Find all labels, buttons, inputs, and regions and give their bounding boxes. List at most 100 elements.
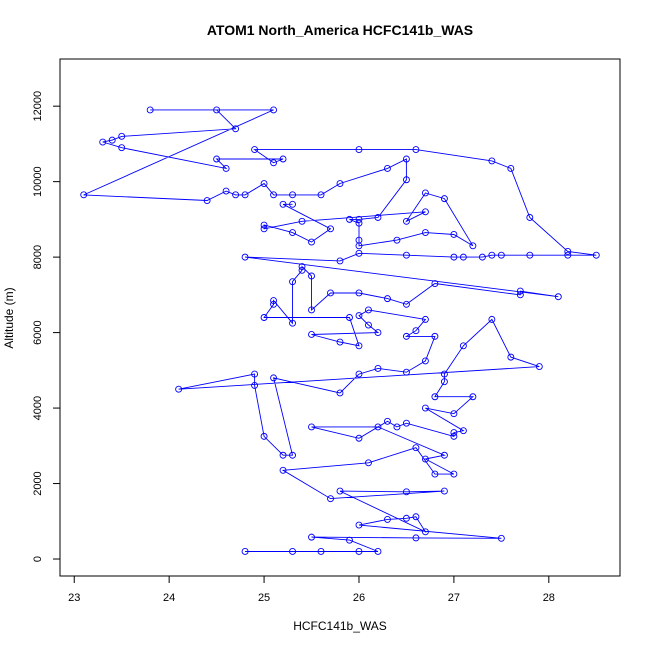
data-point — [402, 155, 410, 163]
data-point — [355, 342, 363, 350]
data-point — [402, 176, 410, 184]
data-point — [270, 374, 278, 382]
y-tick-label: 6000 — [32, 320, 44, 344]
data-point — [374, 329, 382, 337]
y-tick-label: 10000 — [32, 166, 44, 197]
data-point — [99, 138, 107, 146]
data-point — [336, 257, 344, 265]
data-point — [488, 251, 496, 259]
data-point — [384, 417, 391, 425]
data-point — [222, 187, 230, 195]
data-point — [298, 266, 306, 274]
data-point — [402, 368, 410, 376]
data-point — [412, 146, 420, 154]
data-point — [222, 164, 230, 172]
data-point — [298, 263, 306, 271]
data-point — [336, 180, 344, 187]
x-tick-label: 28 — [543, 592, 555, 604]
data-point — [440, 195, 448, 203]
data-point — [374, 423, 382, 431]
data-point — [80, 191, 88, 199]
y-tick-label: 12000 — [32, 91, 44, 122]
data-point — [270, 106, 278, 114]
data-point — [402, 300, 410, 308]
data-point — [251, 146, 259, 154]
x-tick-label: 25 — [258, 592, 270, 604]
data-point — [402, 419, 410, 427]
data-point — [431, 393, 439, 401]
x-axis-label: HCFC141b_WAS — [293, 619, 387, 633]
data-point — [270, 300, 278, 308]
data-point — [355, 312, 363, 320]
data-point — [270, 159, 278, 167]
data-point — [526, 251, 534, 259]
y-axis: 0 2000 4000 6000 8000 10000 12000 — [32, 91, 61, 562]
data-point — [270, 191, 278, 199]
data-point — [355, 146, 363, 154]
data-point — [355, 242, 363, 250]
data-point — [459, 427, 467, 435]
data-point — [421, 404, 429, 412]
data-point — [421, 208, 429, 216]
data-point — [232, 191, 240, 199]
data-point — [308, 331, 315, 338]
data-point — [564, 248, 572, 255]
data-point — [592, 251, 600, 259]
data-point — [270, 297, 278, 304]
data-point — [175, 385, 183, 393]
data-point — [289, 319, 296, 327]
data-point — [374, 214, 382, 221]
data-point — [421, 357, 429, 365]
data-point — [526, 214, 534, 221]
data-point — [346, 215, 353, 223]
data-point — [308, 272, 315, 280]
data-point — [440, 451, 448, 459]
data-point — [336, 338, 344, 346]
data-point — [317, 191, 325, 199]
data-point — [308, 306, 315, 314]
series-line — [83, 109, 597, 552]
data-point — [421, 528, 429, 536]
data-point — [308, 423, 315, 431]
data-point — [118, 132, 126, 140]
data-point — [450, 429, 458, 437]
data-point — [241, 548, 249, 555]
data-point — [355, 548, 363, 555]
data-point — [327, 495, 334, 503]
data-point — [393, 236, 401, 244]
data-point — [431, 280, 439, 287]
data-point — [232, 125, 240, 133]
data-point — [108, 136, 116, 144]
data-point — [431, 332, 439, 340]
data-point — [402, 514, 410, 522]
data-point — [327, 225, 334, 233]
data-point — [535, 363, 543, 371]
data-point — [213, 106, 221, 114]
data-point — [346, 314, 353, 321]
data-point — [412, 534, 420, 542]
data-point — [412, 513, 420, 521]
data-point — [289, 278, 296, 286]
data-point — [421, 229, 429, 237]
data-point — [478, 253, 486, 261]
data-point — [402, 217, 410, 225]
data-point — [497, 251, 505, 259]
data-point — [355, 370, 363, 378]
data-point — [450, 253, 458, 261]
data-point — [260, 314, 268, 321]
data-point — [308, 238, 315, 246]
data-point — [308, 533, 315, 541]
data-point — [355, 249, 363, 257]
data-point — [251, 381, 259, 389]
data-point — [469, 242, 477, 250]
data-point — [279, 451, 287, 459]
data-point — [355, 215, 363, 223]
data-point — [507, 353, 515, 361]
data-point — [421, 455, 429, 463]
data-point — [431, 470, 439, 478]
data-point — [440, 370, 448, 378]
data-point — [564, 251, 572, 259]
data-point — [374, 548, 382, 555]
data-point — [260, 225, 268, 233]
